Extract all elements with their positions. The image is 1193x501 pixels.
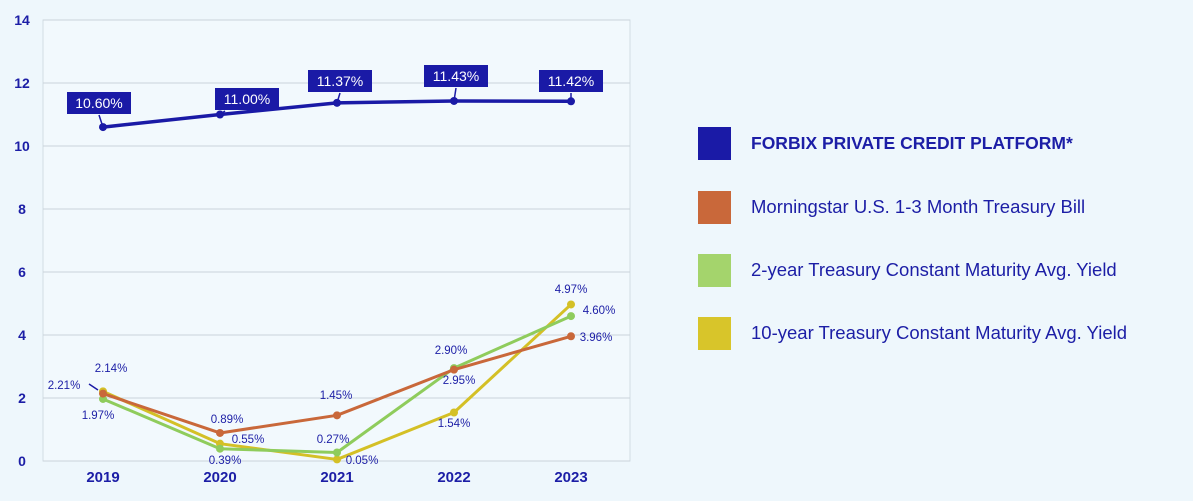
series-1-data-label-0: 2.14%: [95, 363, 128, 375]
series-3-data-label-0: 2.21%: [48, 380, 81, 392]
series-2-point-1: [216, 444, 224, 453]
legend-swatch-10yr: [698, 316, 731, 350]
series-1-data-label-1: 0.89%: [211, 414, 244, 426]
forbix-label-box-1: [215, 88, 279, 110]
y-tick-label-6: 6: [18, 264, 26, 280]
series-0-point-0: [99, 123, 107, 132]
legend-item-morningstar: Morningstar U.S. 1-3 Month Treasury Bill: [698, 190, 1178, 224]
series-1-data-label-3: 2.90%: [435, 345, 468, 357]
legend-swatch-morningstar: [698, 190, 731, 224]
series-1-data-label-2: 1.45%: [320, 390, 353, 402]
y-tick-label-14: 14: [14, 12, 30, 28]
series-2-point-2: [333, 448, 341, 457]
label-leader-2019-10yr: [88, 383, 99, 391]
series-3-data-label-1: 0.55%: [232, 434, 265, 446]
series-2-data-label-1: 0.39%: [209, 455, 242, 467]
forbix-label-connector-0: [98, 114, 104, 128]
legend-label-morningstar: Morningstar U.S. 1-3 Month Treasury Bill: [751, 196, 1086, 217]
y-tick-label-4: 4: [18, 327, 26, 343]
forbix-data-label-2: 11.37%: [317, 73, 363, 89]
legend-label-10yr: 10-year Treasury Constant Maturity Avg. …: [751, 322, 1128, 343]
x-tick-label-2021: 2021: [320, 469, 353, 486]
y-tick-label-12: 12: [14, 75, 30, 91]
forbix-data-label-4: 11.42%: [548, 73, 594, 89]
forbix-label-box-3: [424, 65, 488, 87]
legend-item-10yr: 10-year Treasury Constant Maturity Avg. …: [698, 316, 1178, 350]
series-3-data-label-4: 4.97%: [555, 284, 588, 296]
forbix-label-box-0: [67, 92, 131, 114]
legend-swatch-forbix: [698, 126, 731, 160]
series-1-point-3: [450, 365, 458, 374]
series-3-point-4: [567, 300, 575, 309]
forbix-label-connector-1: [219, 110, 226, 116]
x-tick-label-2019: 2019: [86, 469, 119, 486]
series-3-data-label-2: 0.05%: [346, 455, 379, 467]
legend-item-2yr: 2-year Treasury Constant Maturity Avg. Y…: [698, 253, 1178, 287]
series-2-point-4: [567, 312, 575, 321]
forbix-label-box-2: [308, 70, 372, 92]
series-2-data-label-0: 1.97%: [82, 410, 115, 422]
forbix-label-box-4: [539, 70, 603, 92]
forbix-data-label-3: 11.43%: [433, 68, 479, 84]
x-tick-label-2020: 2020: [203, 469, 236, 486]
legend-item-forbix: FORBIX PRIVATE CREDIT PLATFORM*: [698, 126, 1178, 160]
series-3-point-3: [450, 408, 458, 417]
forbix-data-label-1: 11.00%: [224, 91, 270, 107]
y-tick-label-0: 0: [18, 453, 26, 469]
series-1-point-2: [333, 411, 341, 420]
series-3-data-label-3: 1.54%: [438, 418, 471, 430]
series-1-data-label-4: 3.96%: [580, 332, 613, 344]
legend-label-forbix: FORBIX PRIVATE CREDIT PLATFORM*: [751, 132, 1073, 153]
series-2-data-label-3: 2.95%: [443, 375, 476, 387]
line-chart: 0 2 4 6 8 10 12 14 2019 2020 2021 2022 2023 10.60% 11.…: [14, 12, 631, 486]
x-tick-label-2023: 2023: [554, 469, 587, 486]
series-2-data-label-4: 4.60%: [583, 305, 616, 317]
forbix-data-label-0: 10.60%: [75, 95, 122, 111]
y-tick-label-8: 8: [18, 201, 26, 217]
y-tick-label-10: 10: [14, 138, 30, 154]
series-1-point-4: [567, 332, 575, 341]
forbix-label-connector-3: [453, 87, 457, 102]
forbix-label-connector-2: [336, 92, 341, 104]
legend-swatch-2yr: [698, 253, 731, 287]
legend-label-2yr: 2-year Treasury Constant Maturity Avg. Y…: [751, 259, 1117, 280]
plot-area: [42, 19, 631, 462]
x-tick-label-2022: 2022: [437, 469, 470, 486]
series-1-point-1: [216, 428, 224, 437]
y-tick-label-2: 2: [18, 390, 26, 406]
series-1-point-0: [99, 389, 107, 398]
series-2-data-label-2: 0.27%: [317, 434, 350, 446]
series-3-point-2: [333, 455, 341, 464]
